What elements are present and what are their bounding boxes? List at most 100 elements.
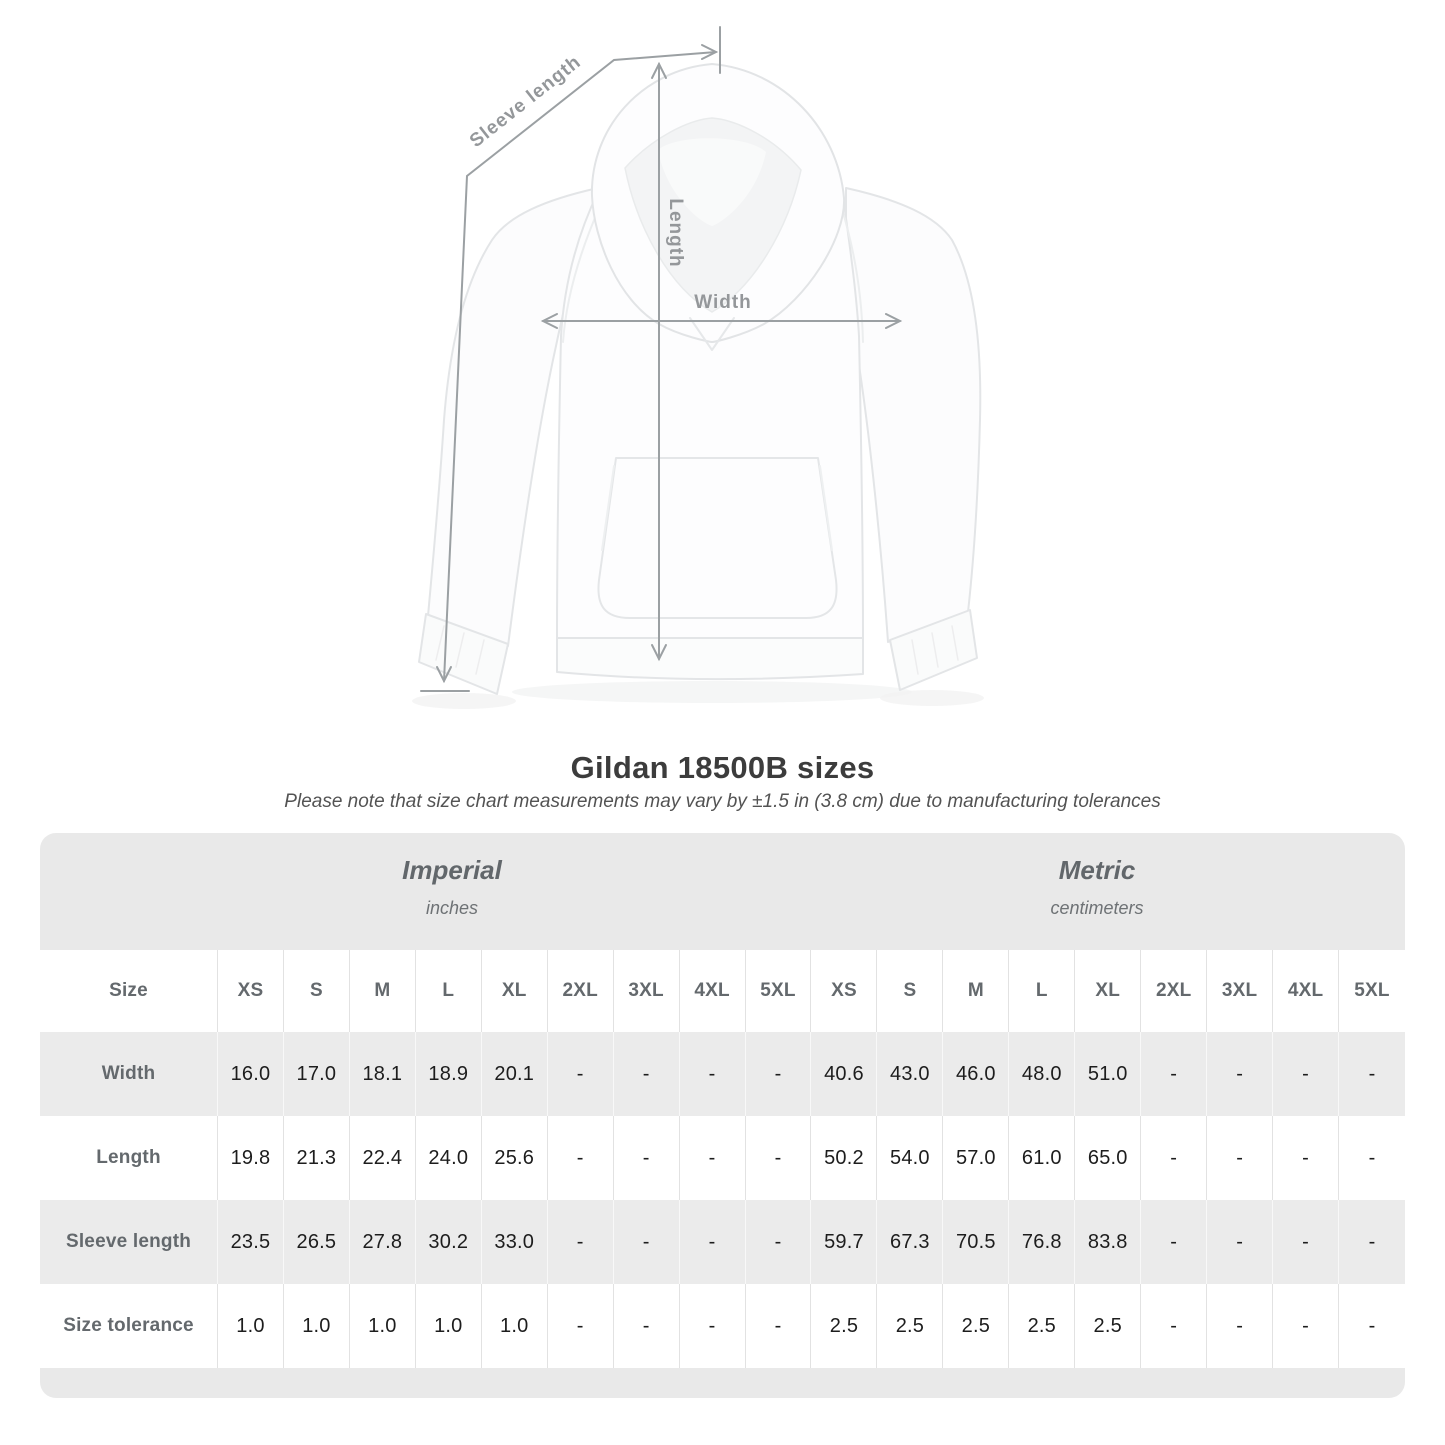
- length-measure-label: Length: [665, 198, 686, 267]
- imperial-value: 30.2: [416, 1200, 482, 1284]
- sleeve-length-measure-label: Sleeve length: [466, 51, 585, 151]
- size-header-imperial: XS: [218, 950, 284, 1032]
- metric-value: 65.0: [1075, 1116, 1142, 1200]
- hoodie-measurement-diagram: Width Length Sleeve length: [412, 26, 984, 709]
- metric-value: 83.8: [1075, 1200, 1142, 1284]
- size-header-imperial: 3XL: [614, 950, 680, 1032]
- size-header-metric: 5XL: [1354, 980, 1390, 1001]
- imperial-value: 1.0: [416, 1284, 482, 1368]
- imperial-value: 25.6: [482, 1116, 548, 1200]
- hoodie-illustration: [412, 63, 984, 709]
- size-header-metric: L: [1009, 950, 1076, 1032]
- data-row-width: Width 16.0 17.0 18.1 18.9 20.1- - - -40.6 43.0 46.…: [40, 1032, 1405, 1116]
- imperial-value: 1.0: [218, 1284, 284, 1368]
- size-header-imperial: S: [284, 950, 350, 1032]
- imperial-units-label: inches: [425, 898, 479, 918]
- metric-value: 76.8: [1009, 1200, 1076, 1284]
- imperial-value: 22.4: [350, 1116, 416, 1200]
- data-row-sleeve-length: Sleeve length 23.5 26.5 27.8 30.2 33.0- - - -59.…: [40, 1200, 1405, 1284]
- metric-value: 57.0: [943, 1116, 1010, 1200]
- metric-value: -: [1368, 1062, 1376, 1085]
- size-column-header: Size: [40, 950, 218, 1032]
- metric-value: 54.0: [877, 1116, 944, 1200]
- metric-value: -: [1368, 1230, 1376, 1253]
- imperial-value: -: [548, 1032, 614, 1116]
- imperial-value: 19.8: [218, 1116, 284, 1200]
- row-label: Size tolerance: [40, 1284, 218, 1368]
- size-header-metric: 4XL: [1273, 950, 1340, 1032]
- metric-value: -: [1141, 1284, 1208, 1368]
- imperial-value: -: [548, 1116, 614, 1200]
- imperial-value: -: [746, 1116, 812, 1200]
- table-footer-band: [40, 1368, 1405, 1398]
- imperial-value: -: [680, 1032, 746, 1116]
- size-header-metric: XS: [811, 950, 878, 1032]
- imperial-value: -: [548, 1200, 614, 1284]
- metric-value: 2.5: [1009, 1284, 1076, 1368]
- imperial-value: -: [680, 1200, 746, 1284]
- metric-label: Metric: [1058, 855, 1136, 885]
- metric-value: 40.6: [811, 1032, 878, 1116]
- unit-group-metric: Metric centimeters: [1050, 855, 1143, 919]
- metric-value: 50.2: [811, 1116, 878, 1200]
- metric-value: -: [1207, 1032, 1274, 1116]
- metric-value: -: [1207, 1200, 1274, 1284]
- metric-value: 46.0: [943, 1032, 1010, 1116]
- page-title: Gildan 18500B sizes: [570, 750, 875, 785]
- size-chart-table: Imperial inches Metric centimeters Size X…: [40, 833, 1405, 1398]
- metric-value: -: [1207, 1284, 1274, 1368]
- imperial-value: 21.3: [284, 1116, 350, 1200]
- imperial-value: 16.0: [218, 1032, 284, 1116]
- imperial-value: 27.8: [350, 1200, 416, 1284]
- imperial-value: -: [680, 1116, 746, 1200]
- imperial-value: 17.0: [284, 1032, 350, 1116]
- metric-value: 2.5: [1075, 1284, 1142, 1368]
- imperial-value: -: [746, 1200, 812, 1284]
- size-header-imperial: L: [416, 950, 482, 1032]
- size-header-imperial: 5XL: [746, 950, 812, 1032]
- metric-value: 67.3: [877, 1200, 944, 1284]
- imperial-value: -: [680, 1284, 746, 1368]
- metric-value: -: [1368, 1146, 1376, 1169]
- imperial-value: -: [746, 1284, 812, 1368]
- metric-units-label: centimeters: [1050, 898, 1144, 918]
- measurement-arrows: [420, 26, 903, 692]
- imperial-value: -: [614, 1116, 680, 1200]
- metric-value: -: [1141, 1032, 1208, 1116]
- imperial-value: -: [614, 1200, 680, 1284]
- imperial-value: 1.0: [284, 1284, 350, 1368]
- metric-value: -: [1207, 1116, 1274, 1200]
- metric-value: -: [1273, 1116, 1340, 1200]
- imperial-value: 1.0: [350, 1284, 416, 1368]
- metric-value: 61.0: [1009, 1116, 1076, 1200]
- size-header-metric: 2XL: [1141, 950, 1208, 1032]
- metric-value: 70.5: [943, 1200, 1010, 1284]
- metric-value: 2.5: [811, 1284, 878, 1368]
- imperial-value: 18.9: [416, 1032, 482, 1116]
- row-label: Width: [40, 1032, 218, 1116]
- data-row-length: Length 19.8 21.3 22.4 24.0 25.6- - - -50.2 54.0 57…: [40, 1116, 1405, 1200]
- metric-value: 59.7: [811, 1200, 878, 1284]
- imperial-value: -: [614, 1284, 680, 1368]
- size-header-metric: S: [877, 950, 944, 1032]
- imperial-value: 23.5: [218, 1200, 284, 1284]
- imperial-value: -: [614, 1032, 680, 1116]
- metric-value: -: [1368, 1314, 1376, 1337]
- metric-value: -: [1273, 1032, 1340, 1116]
- imperial-value: 26.5: [284, 1200, 350, 1284]
- data-row-size-tolerance: Size tolerance 1.0 1.0 1.0 1.0 1.0- - - -2.5 2.5 2…: [40, 1284, 1405, 1368]
- size-header-metric: 3XL: [1207, 950, 1274, 1032]
- metric-value: 2.5: [943, 1284, 1010, 1368]
- metric-value: -: [1273, 1284, 1340, 1368]
- imperial-value: 1.0: [482, 1284, 548, 1368]
- imperial-value: 24.0: [416, 1116, 482, 1200]
- imperial-value: 33.0: [482, 1200, 548, 1284]
- metric-value: -: [1141, 1200, 1208, 1284]
- size-header-imperial: 4XL: [680, 950, 746, 1032]
- row-label: Length: [40, 1116, 218, 1200]
- metric-value: -: [1141, 1116, 1208, 1200]
- width-measure-label: Width: [694, 292, 752, 313]
- metric-value: 48.0: [1009, 1032, 1076, 1116]
- imperial-label: Imperial: [402, 855, 502, 885]
